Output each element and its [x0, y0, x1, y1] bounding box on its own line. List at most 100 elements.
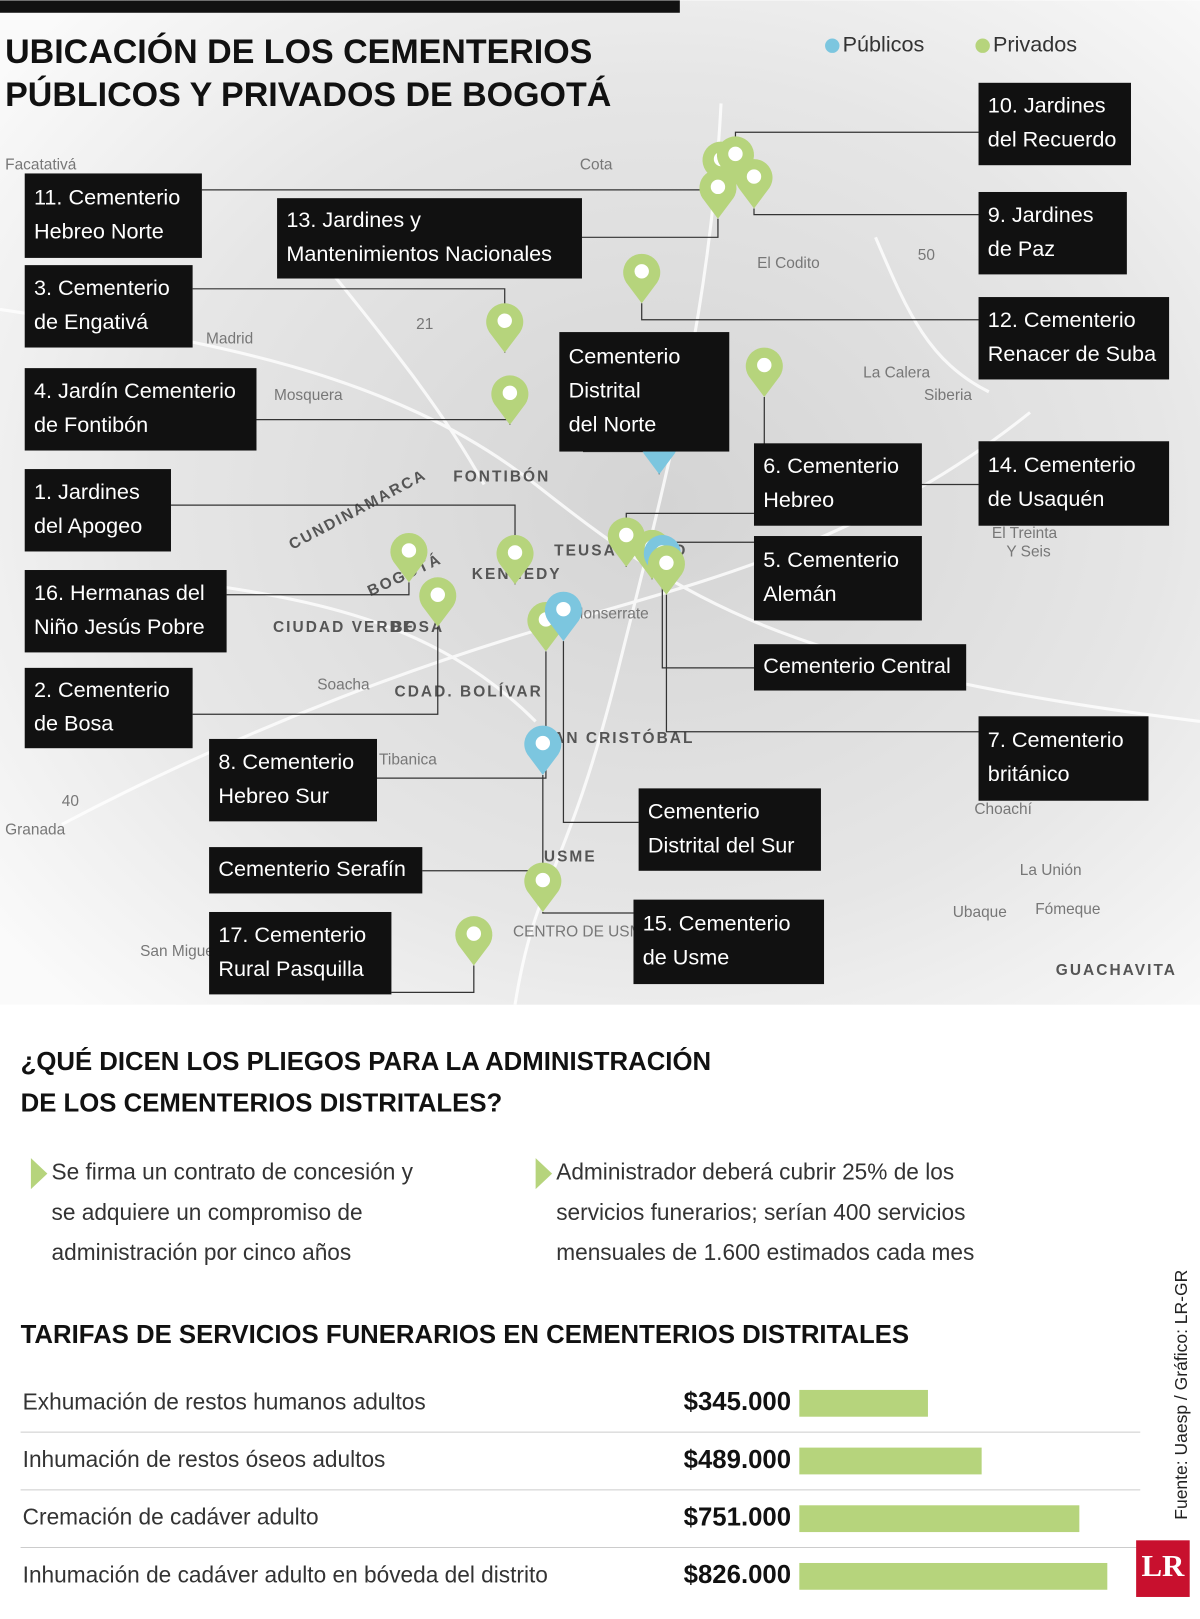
logo-background — [1136, 1540, 1190, 1597]
bullet-marker — [535, 1158, 553, 1190]
top-bar — [0, 0, 680, 13]
cemetery-label: de Usaquén — [988, 486, 1105, 511]
cemetery-label: de Bosa — [34, 711, 114, 736]
label-box — [24, 265, 193, 348]
map-pin — [735, 159, 773, 209]
map-pin — [496, 535, 534, 585]
leader-line — [542, 911, 634, 914]
place-name: FONTIBÓN — [453, 467, 550, 485]
bullet-text: administración por cinco años — [52, 1239, 352, 1265]
label-box — [633, 899, 825, 985]
cemetery-label: 12. Cementerio — [988, 307, 1136, 332]
cemetery-label: Hebreo Norte — [34, 218, 164, 243]
place-name: Soacha — [317, 676, 370, 693]
category-label: Cremación de cadáver adulto — [23, 1504, 319, 1530]
cemetery-label: 15. Cementerio — [643, 911, 791, 936]
leader-line — [581, 218, 719, 238]
cemetery-label: 3. Cementerio — [34, 275, 170, 300]
map-pin-hole — [757, 357, 772, 373]
map-pin — [623, 253, 661, 304]
place-name: Mosquera — [274, 387, 343, 404]
map-pin — [699, 169, 737, 219]
cemetery-label: 14. Cementerio — [988, 452, 1136, 477]
cemetery-label: del Recuerdo — [988, 127, 1117, 152]
cemetery-label: Renacer de Suba — [988, 341, 1157, 366]
cemetery-label: del Norte — [569, 412, 657, 437]
bullet-text: Se firma un contrato de concesión y — [52, 1159, 414, 1185]
place-name: El Codito — [757, 255, 820, 272]
chart-title: TARIFAS DE SERVICIOS FUNERARIOS EN CEMEN… — [21, 1321, 909, 1349]
place-name: Granada — [5, 822, 65, 839]
cemetery-label: británico — [988, 761, 1070, 786]
place-name: CIUDAD VERDE — [273, 619, 415, 636]
cemetery-label: 11. Cementerio — [34, 184, 180, 209]
bullet-text: servicios funerarios; serían 400 servici… — [556, 1199, 965, 1225]
map-pin-hole — [556, 601, 571, 617]
place-name: San Miguel — [140, 943, 217, 960]
map-pin — [544, 591, 582, 642]
bullet-text: mensuales de 1.600 estimados cada mes — [556, 1239, 974, 1265]
place-name: El Treinta — [992, 525, 1058, 542]
cemetery-label: 1. Jardines — [34, 479, 140, 504]
map-pin-hole — [497, 313, 512, 328]
source: Fuente: Uaesp / Gráfico: LR-GR — [1171, 1270, 1191, 1520]
category-label: Inhumación de cadáver adulto en bóveda d… — [23, 1561, 548, 1587]
map-pin — [607, 517, 645, 567]
leader-line — [226, 582, 410, 596]
label-box — [978, 297, 1170, 380]
bullet-text: se adquiere un compromiso de — [52, 1199, 363, 1225]
place-name: 21 — [416, 316, 433, 333]
cemetery-label: de Engativá — [34, 309, 149, 334]
map-pin-hole — [401, 543, 417, 558]
leader-line — [665, 594, 979, 733]
cemetery-label: del Apogeo — [34, 513, 142, 538]
map-pin — [745, 347, 783, 397]
leader-line — [376, 651, 547, 779]
cemetery-label: 8. Cementerio — [218, 749, 354, 774]
bullet-marker — [30, 1158, 48, 1190]
map-pin-hole — [535, 872, 551, 888]
label-box — [24, 570, 227, 653]
map-pin — [647, 545, 685, 595]
cemetery-label: Hebreo — [763, 487, 834, 512]
leader-line — [562, 641, 639, 823]
bar — [799, 1562, 1108, 1590]
section-heading: ¿QUÉ DICEN LOS PLIEGOS PARA LA ADMINISTR… — [21, 1046, 712, 1076]
place-name: SAN CRISTÓBAL — [541, 729, 695, 747]
label-box — [277, 198, 582, 279]
map-pin-hole — [466, 926, 482, 941]
place-name: Monserrate — [571, 605, 649, 622]
legend-dot — [975, 38, 990, 53]
leader-line — [753, 208, 979, 216]
map-pin — [716, 136, 754, 186]
map-pin-hole — [746, 169, 762, 184]
label-box — [209, 911, 392, 995]
cemetery-label: Hebreo Sur — [218, 783, 329, 808]
label-box — [753, 536, 922, 621]
label-box — [753, 443, 922, 526]
place-name: CENTRO DE USME — [513, 924, 653, 941]
cemetery-label: 13. Jardines y — [286, 207, 421, 232]
label-box — [24, 469, 171, 552]
cemetery-label: de Usme — [643, 945, 730, 970]
map-pin — [524, 862, 562, 912]
leader-line — [192, 626, 439, 715]
label-box — [24, 368, 257, 451]
place-name: La Calera — [863, 364, 930, 381]
map-pin — [455, 916, 493, 966]
map-pin-hole — [728, 146, 743, 162]
value-label: $751.000 — [684, 1503, 791, 1531]
map-pin — [390, 532, 428, 583]
cemetery-label: 5. Cementerio — [763, 547, 899, 572]
map-pin-hole — [535, 735, 551, 751]
cemetery-label: Distrital del Sur — [648, 832, 795, 857]
place-name: Y Seis — [1006, 544, 1051, 561]
legend-dot — [825, 38, 840, 53]
cemetery-label: Alemán — [763, 581, 836, 606]
bar — [799, 1505, 1080, 1533]
label-box — [753, 644, 967, 691]
cemetery-label: de Fontibón — [34, 412, 148, 437]
logo: LR — [1141, 1548, 1185, 1583]
value-label: $826.000 — [684, 1561, 791, 1589]
